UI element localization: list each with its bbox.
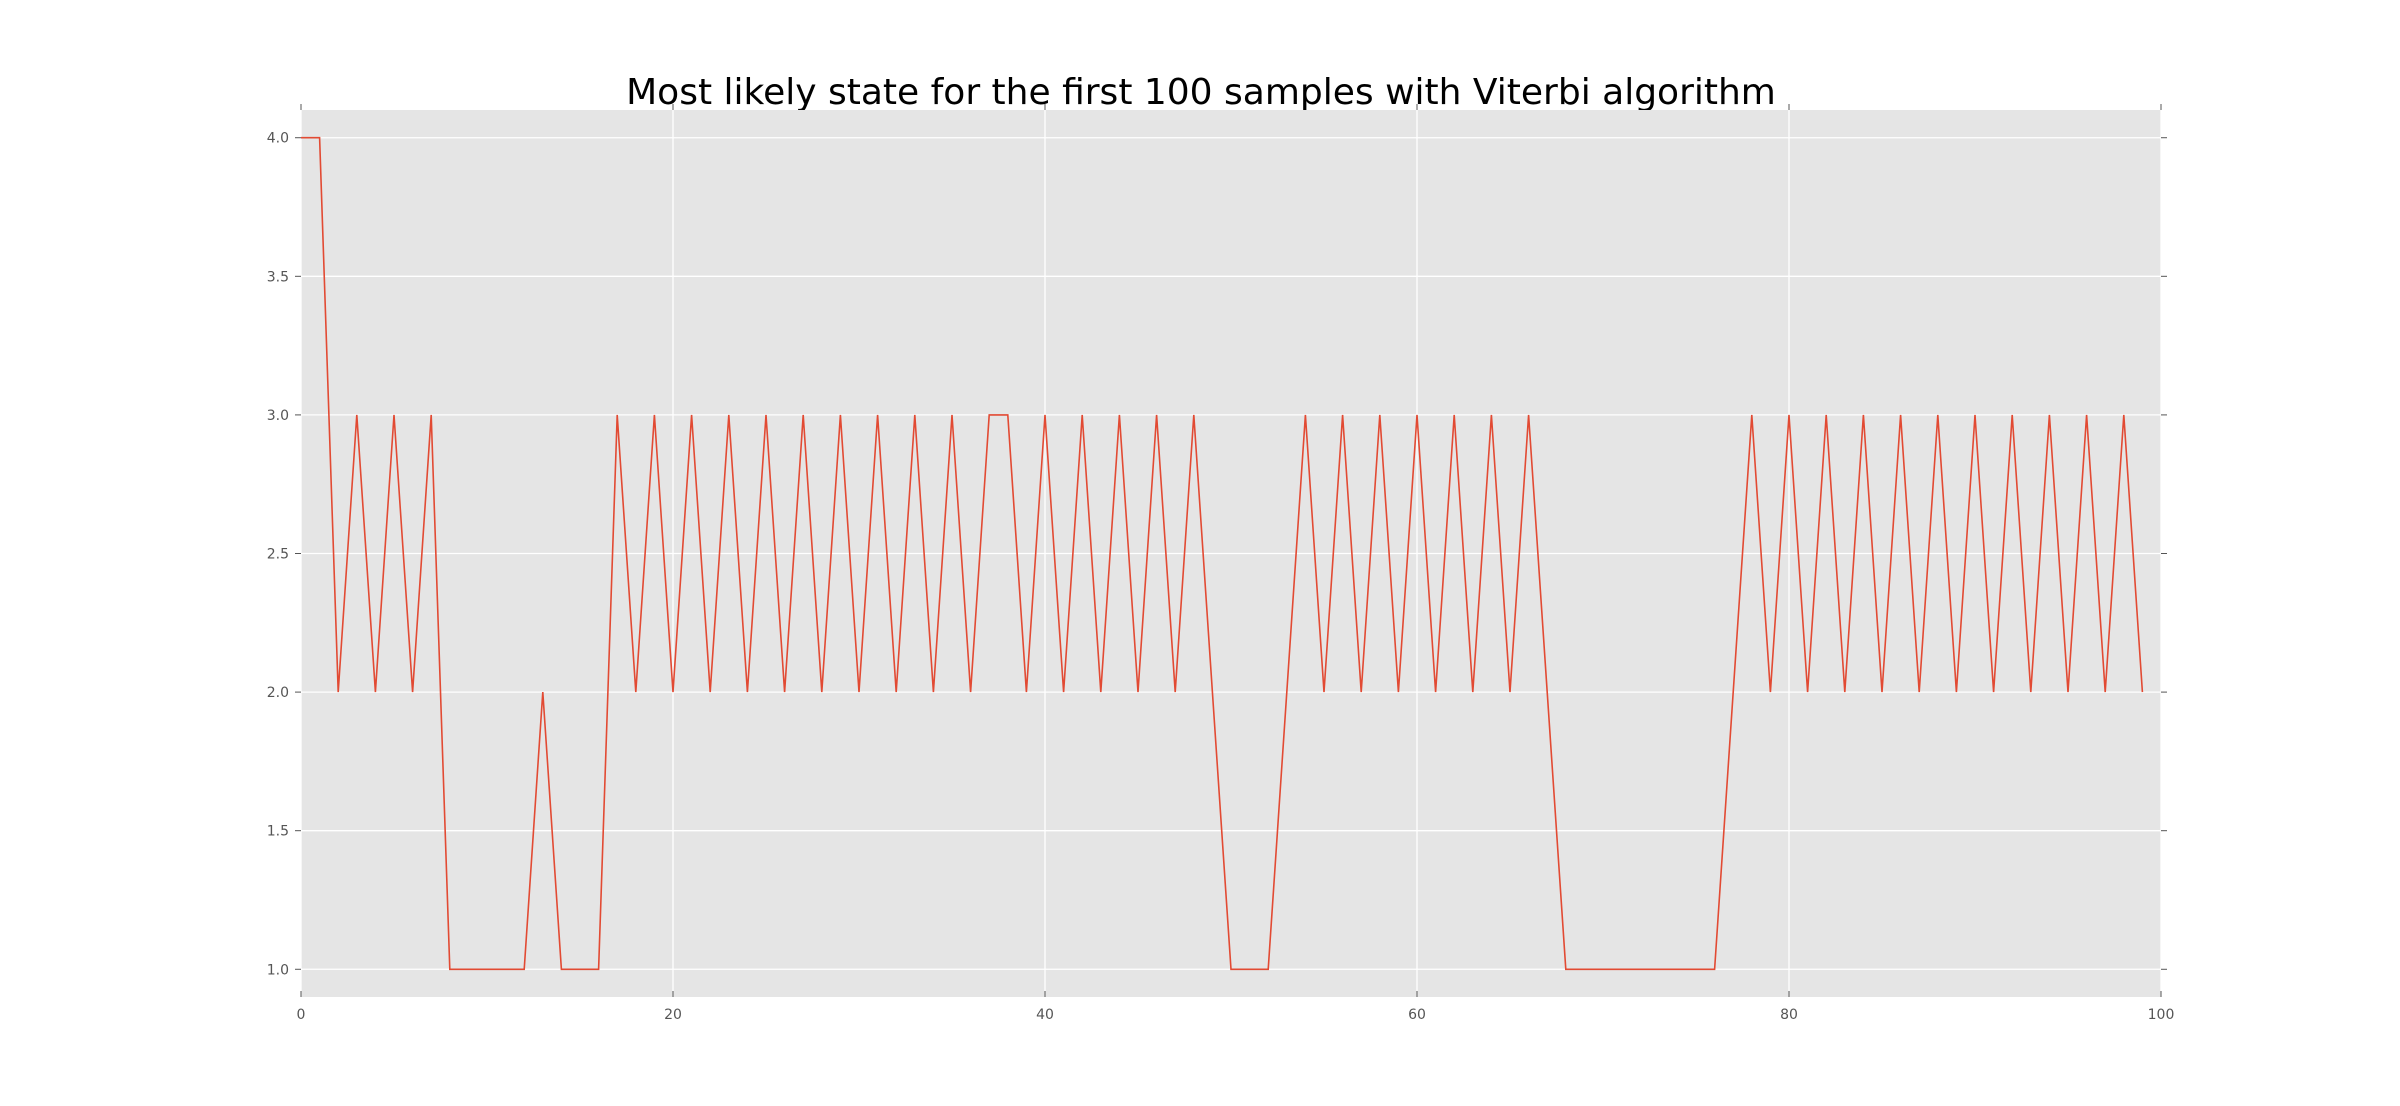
grid xyxy=(300,110,2162,997)
x-tick-label: 60 xyxy=(1408,1007,1426,1023)
y-tick-label: 1.5 xyxy=(267,824,289,840)
chart-title: Most likely state for the first 100 samp… xyxy=(626,72,1776,113)
series-layer xyxy=(301,136,2144,971)
y-tick-label: 3.5 xyxy=(267,269,289,285)
axis-ticks xyxy=(295,104,2167,997)
x-tick-label: 100 xyxy=(2148,1007,2175,1023)
series-line xyxy=(301,136,2144,971)
x-tick-label: 0 xyxy=(297,1007,306,1023)
x-tick-label: 40 xyxy=(1036,1007,1054,1023)
y-tick-label: 2.5 xyxy=(267,547,289,563)
x-tick-label: 80 xyxy=(1780,1007,1798,1023)
y-tick-label: 1.0 xyxy=(267,962,289,978)
y-tick-label: 3.0 xyxy=(267,408,289,424)
y-tick-label: 4.0 xyxy=(267,131,289,147)
y-tick-label: 2.0 xyxy=(267,685,289,701)
tick-labels: 0 20 40 60 80 100 1.0 1.5 2.0 2.5 3.0 3.5 4.0 xyxy=(267,131,2175,1023)
x-tick-label: 20 xyxy=(664,1007,682,1023)
